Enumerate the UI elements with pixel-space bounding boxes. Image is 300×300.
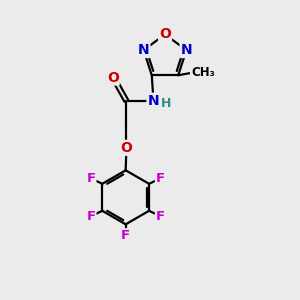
Text: N: N (138, 43, 149, 57)
Text: O: O (120, 141, 132, 155)
Text: O: O (107, 70, 119, 85)
Text: O: O (159, 28, 171, 41)
Text: F: F (86, 210, 95, 223)
Text: F: F (156, 172, 165, 185)
Text: H: H (161, 97, 171, 110)
Text: N: N (181, 43, 192, 57)
Text: F: F (121, 229, 130, 242)
Text: F: F (86, 172, 95, 185)
Text: CH₃: CH₃ (191, 66, 215, 79)
Text: N: N (148, 94, 159, 108)
Text: F: F (156, 210, 165, 223)
